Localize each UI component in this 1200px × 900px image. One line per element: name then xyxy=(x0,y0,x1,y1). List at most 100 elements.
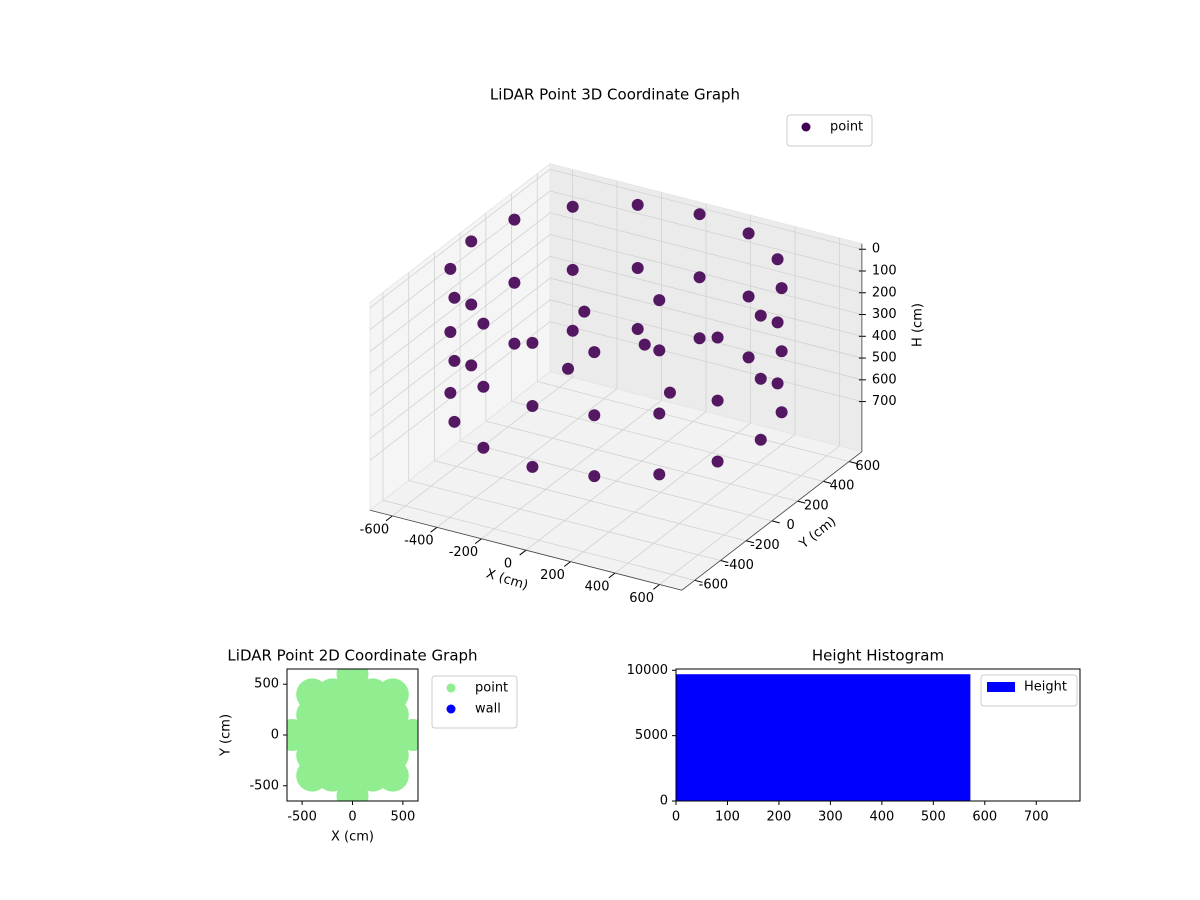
y-tick-label: 0 xyxy=(660,794,668,809)
grid-line xyxy=(550,190,862,272)
point xyxy=(562,362,575,375)
point xyxy=(638,338,651,351)
point xyxy=(653,294,666,307)
grid-line xyxy=(369,168,551,309)
y-tick-label: 400 xyxy=(830,479,855,494)
x-tick-label: 200 xyxy=(767,810,792,825)
z-tick-label: 0 xyxy=(872,242,880,257)
point xyxy=(771,377,784,390)
point xyxy=(448,291,461,304)
x-tick-label: 0 xyxy=(504,557,512,572)
x-tick-label: 400 xyxy=(585,579,610,594)
z-tick-label: 200 xyxy=(872,285,897,300)
point xyxy=(477,441,490,454)
legend-label: point xyxy=(475,681,508,696)
point xyxy=(444,386,457,399)
tick-mark xyxy=(430,526,438,533)
y-axis-label: Y (cm) xyxy=(219,714,234,757)
tick-mark xyxy=(563,561,571,567)
z-tick-label: 600 xyxy=(872,372,897,387)
chart-title: LiDAR Point 2D Coordinate Graph xyxy=(227,647,477,665)
point xyxy=(693,332,706,345)
legend: point wall xyxy=(431,675,518,729)
grid-line xyxy=(550,168,862,250)
plot-hist: 0 100 200 300 400 500 600 700 0 5000 10000 xyxy=(627,663,1081,825)
grid-line xyxy=(369,234,551,374)
x-tick-label: -500 xyxy=(287,810,317,825)
y-tick-label: 200 xyxy=(804,498,829,513)
point xyxy=(566,263,579,276)
point xyxy=(775,406,788,419)
x-tick-label: 600 xyxy=(972,810,997,825)
y-tick-label: -500 xyxy=(249,778,279,793)
plot-2d: -500 0 500 -500 0 500 X (cm) Y (cm) xyxy=(219,668,419,845)
legend-swatch xyxy=(987,682,1015,692)
x-tick-label: 600 xyxy=(629,591,654,606)
z-tick-label: 400 xyxy=(872,329,897,344)
x-tick-label: -400 xyxy=(404,534,434,549)
point xyxy=(631,262,644,275)
grid-line xyxy=(485,420,798,502)
grid-line xyxy=(550,255,862,337)
bar xyxy=(676,674,971,801)
point xyxy=(711,331,724,344)
axes-frame xyxy=(675,668,1081,802)
legend: Height xyxy=(980,674,1078,707)
point xyxy=(526,460,539,473)
legend-label: wall xyxy=(475,702,501,717)
tick-mark xyxy=(848,461,857,465)
point xyxy=(526,336,539,349)
x-tick-label: -600 xyxy=(360,522,390,537)
axis-line xyxy=(370,509,682,591)
grid-line xyxy=(369,277,551,417)
point xyxy=(588,346,601,359)
point xyxy=(508,213,521,226)
point xyxy=(448,354,461,367)
tick-mark xyxy=(608,572,616,579)
point xyxy=(771,253,784,266)
grid-line xyxy=(434,460,747,542)
x-tick-label: 100 xyxy=(715,810,740,825)
point xyxy=(754,372,767,385)
point xyxy=(631,198,644,211)
grid-line xyxy=(369,212,551,352)
z-tick-label: 300 xyxy=(872,307,897,322)
point xyxy=(508,276,521,289)
y-tick-label: 0 xyxy=(786,518,794,533)
grid-line xyxy=(550,321,862,402)
x-tick-label: 500 xyxy=(921,810,946,825)
grid-line xyxy=(550,212,862,294)
grid-line xyxy=(369,190,551,330)
point xyxy=(742,227,755,240)
y-tick-label: 10000 xyxy=(627,663,668,678)
point xyxy=(566,200,579,213)
y-axis-label: Y (cm) xyxy=(796,514,839,552)
point xyxy=(693,271,706,284)
grid-line xyxy=(369,299,551,439)
point xyxy=(711,394,724,407)
point xyxy=(775,282,788,295)
point xyxy=(693,208,706,221)
tick-mark xyxy=(771,520,780,524)
y-tick-label: 5000 xyxy=(635,728,668,743)
x-tick-label: 500 xyxy=(390,810,415,825)
point xyxy=(508,337,521,350)
legend: point xyxy=(786,114,873,147)
point xyxy=(775,345,788,358)
point xyxy=(588,470,601,483)
x-tick-label: 200 xyxy=(540,568,565,583)
point xyxy=(742,351,755,364)
chart-title: LiDAR Point 3D Coordinate Graph xyxy=(490,86,740,104)
tick-mark xyxy=(720,560,729,563)
point xyxy=(465,359,478,372)
grid-line xyxy=(550,299,862,381)
legend-frame xyxy=(786,114,873,147)
tick-mark xyxy=(694,579,703,583)
x-tick-label: -200 xyxy=(449,545,479,560)
z-axis-label: H (cm) xyxy=(911,303,926,347)
y-tick-label: -400 xyxy=(724,558,754,573)
z-tick-label: 500 xyxy=(872,351,897,366)
grid-line xyxy=(460,440,772,522)
point xyxy=(653,407,666,420)
